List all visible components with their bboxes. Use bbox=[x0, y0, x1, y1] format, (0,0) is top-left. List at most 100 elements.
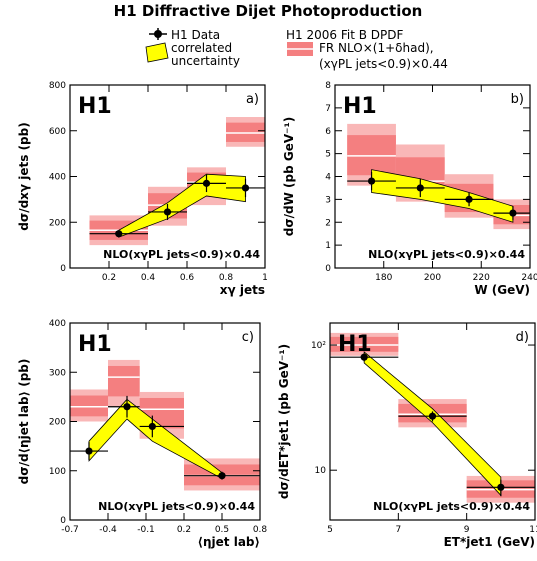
x-tick-label-c-0: -0.7 bbox=[61, 525, 79, 535]
x-tick-label-d-0: 5 bbox=[327, 525, 333, 535]
x-ticks-c: -0.7 -0.4 -0.1 0.2 0.5 0.8 bbox=[61, 323, 267, 535]
plot-area-c bbox=[70, 359, 260, 491]
panel-label-c: c) bbox=[242, 330, 254, 345]
x-tick-label-d-3: 11 bbox=[529, 525, 537, 535]
y-tick-label-b-4: 4 bbox=[325, 173, 331, 183]
nlo-band-c-0 bbox=[70, 389, 108, 422]
plot-area-d bbox=[330, 332, 535, 503]
data-point-a-2 bbox=[187, 174, 226, 193]
panel-a: 0.2 0.4 0.6 0.8 1 0 200 400 600 800 xγ jets dσ/dxγ … bbox=[17, 81, 268, 297]
y-axis-label-d: dσ/dET*jet1 (pb GeV⁻¹) bbox=[277, 344, 291, 499]
legend-nlo-line2: (xγPL jets<0.9)×0.44 bbox=[319, 57, 448, 71]
x-tick-label-b-1: 200 bbox=[424, 273, 441, 283]
panel-label-b: b) bbox=[511, 92, 524, 107]
data-point-a-0 bbox=[89, 230, 148, 238]
y-tick-label-a-0: 0 bbox=[60, 264, 66, 274]
legend-fit-label: H1 2006 Fit B DPDF bbox=[286, 28, 403, 42]
data-point-c-0 bbox=[70, 442, 108, 460]
data-point-c-1 bbox=[108, 395, 140, 418]
panel-d: 5 7 9 11 10 10² ET*jet1 (GeV) dσ/dET*jet1 (pb G… bbox=[277, 322, 537, 549]
panel-label-a: a) bbox=[246, 92, 259, 107]
legend-nlo-line1: FR NLO×(1+δhad), bbox=[319, 41, 434, 55]
y-axis-label-c: dσ/d⟨ηjet lab⟩ (pb) bbox=[17, 359, 31, 485]
panel-b: 180 200 220 240 0 1 2 3 4 5 6 7 8 W (GeV) dσ/dW (pb Ge… bbox=[282, 81, 537, 297]
y-ticks-d: 10 10² bbox=[311, 341, 535, 476]
nlo-band-c-1 bbox=[108, 359, 140, 407]
y-axis-label-a: dσ/dxγ jets (pb) bbox=[17, 122, 31, 230]
data-point-b-2 bbox=[444, 192, 494, 207]
x-tick-label-a-2: 0.6 bbox=[180, 273, 195, 283]
uncertainty-band-a bbox=[118, 173, 246, 238]
y-tick-label-b-6: 6 bbox=[325, 127, 331, 137]
nlo-band-d-0 bbox=[330, 332, 399, 356]
y-ticks-c: 0 100 200 300 400 bbox=[49, 319, 260, 526]
y-tick-label-a-1: 200 bbox=[49, 218, 66, 228]
x-tick-label-b-0: 180 bbox=[375, 273, 392, 283]
legend-data-marker bbox=[149, 28, 167, 40]
x-axis-label-a: xγ jets bbox=[220, 283, 265, 297]
y-tick-label-d-1: 10² bbox=[311, 341, 326, 351]
data-point-c-3 bbox=[184, 471, 260, 480]
x-axis-label-d: ET*jet1 (GeV) bbox=[444, 535, 535, 549]
x-tick-label-b-2: 220 bbox=[473, 273, 490, 283]
data-point-c-2 bbox=[139, 415, 184, 438]
y-tick-label-a-2: 400 bbox=[49, 173, 66, 183]
legend-uncertainty-line1: correlated bbox=[171, 41, 232, 55]
data-point-d-1 bbox=[398, 411, 467, 422]
h1-logo-b: H1 bbox=[343, 94, 377, 119]
nlo-note-a: NLO(xγPL jets<0.9)×0.44 bbox=[103, 248, 260, 261]
data-point-d-0 bbox=[330, 353, 399, 362]
x-tick-label-c-3: 0.2 bbox=[177, 525, 191, 535]
nlo-band-a-3 bbox=[226, 117, 265, 147]
x-tick-label-c-5: 0.8 bbox=[253, 525, 268, 535]
x-tick-label-a-1: 0.4 bbox=[141, 273, 156, 283]
figure-title: H1 Diffractive Dijet Photoproduction bbox=[114, 2, 423, 20]
y-tick-label-c-2: 200 bbox=[49, 418, 66, 428]
x-tick-label-a-3: 0.8 bbox=[219, 273, 234, 283]
legend-data-label: H1 Data bbox=[171, 28, 220, 42]
x-tick-label-c-2: -0.1 bbox=[137, 525, 155, 535]
y-tick-label-a-3: 600 bbox=[49, 127, 66, 137]
y-tick-label-b-5: 5 bbox=[325, 150, 331, 160]
data-point-b-1 bbox=[395, 178, 445, 198]
x-axis-label-b: W (GeV) bbox=[474, 283, 530, 297]
x-tick-label-d-2: 9 bbox=[464, 525, 470, 535]
uncertainty-band-b bbox=[371, 169, 514, 223]
x-ticks-d: 5 7 9 11 bbox=[327, 323, 537, 535]
nlo-note-b: NLO(xγPL jets<0.9)×0.44 bbox=[368, 248, 525, 261]
y-tick-label-c-1: 100 bbox=[49, 467, 66, 477]
plot-area-b bbox=[347, 123, 530, 230]
legend-uncertainty-line2: uncertainty bbox=[171, 54, 240, 68]
y-tick-label-c-4: 400 bbox=[49, 319, 66, 329]
y-tick-label-b-0: 0 bbox=[325, 264, 331, 274]
y-tick-label-b-3: 3 bbox=[325, 195, 331, 205]
y-ticks-b: 0 1 2 3 4 5 6 7 8 bbox=[325, 81, 530, 274]
axes-frame-d bbox=[329, 322, 536, 521]
y-tick-label-b-1: 1 bbox=[325, 241, 331, 251]
x-tick-label-c-4: 0.5 bbox=[215, 525, 229, 535]
x-axis-label-c: ⟨ηjet lab⟩ bbox=[198, 535, 260, 549]
panel-c: -0.7 -0.4 -0.1 0.2 0.5 0.8 0 100 200 300 400 ⟨ηjet … bbox=[17, 319, 267, 549]
legend: H1 Data correlated uncertainty H1 2006 F… bbox=[145, 28, 448, 71]
x-tick-label-b-3: 240 bbox=[521, 273, 537, 283]
h1-logo-d: H1 bbox=[338, 332, 372, 357]
y-tick-label-c-0: 0 bbox=[60, 516, 66, 526]
y-tick-label-d-0: 10 bbox=[315, 466, 327, 476]
data-point-d-2 bbox=[466, 479, 535, 497]
x-ticks-a: 0.2 0.4 0.6 0.8 1 bbox=[102, 85, 268, 283]
data-point-a-3 bbox=[226, 178, 265, 198]
data-point-a-1 bbox=[148, 203, 187, 220]
data-point-b-0 bbox=[347, 171, 396, 191]
y-tick-label-b-8: 8 bbox=[325, 81, 331, 91]
y-ticks-a: 0 200 400 600 800 bbox=[49, 81, 265, 274]
y-tick-label-b-7: 7 bbox=[325, 104, 331, 114]
x-ticks-b: 180 200 220 240 bbox=[375, 85, 537, 283]
x-tick-label-c-1: -0.4 bbox=[99, 525, 117, 535]
x-tick-label-a-0: 0.2 bbox=[102, 273, 116, 283]
legend-uncertainty-swatch bbox=[145, 42, 169, 63]
y-tick-label-a-4: 800 bbox=[49, 81, 66, 91]
nlo-note-d: NLO(xγPL jets<0.9)×0.44 bbox=[373, 500, 530, 513]
